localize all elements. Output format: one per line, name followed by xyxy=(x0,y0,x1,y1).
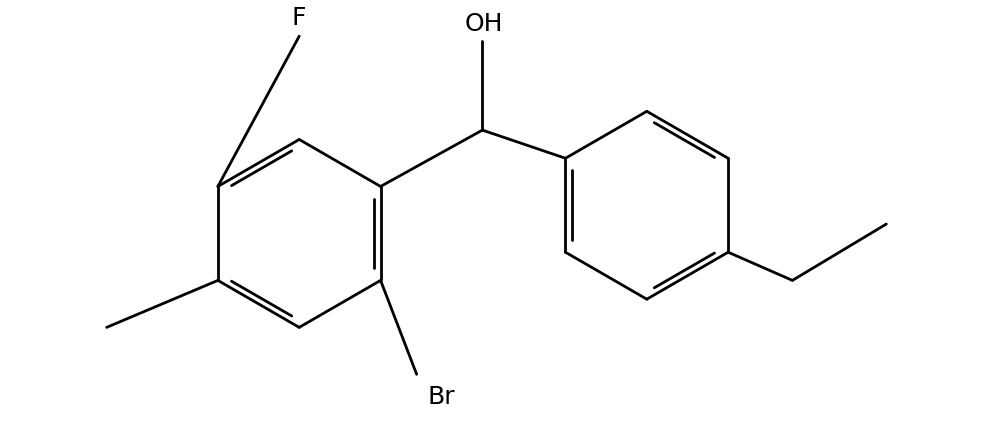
Text: Br: Br xyxy=(428,384,456,408)
Text: F: F xyxy=(292,6,307,29)
Text: OH: OH xyxy=(465,12,503,36)
